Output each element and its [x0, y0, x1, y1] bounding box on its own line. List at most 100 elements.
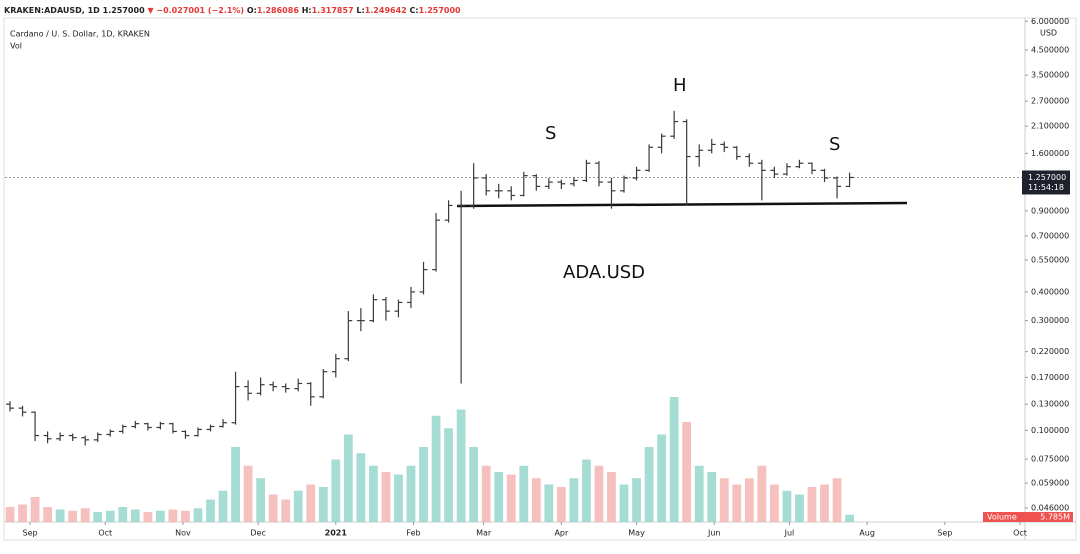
volume-bar — [68, 510, 78, 522]
x-tick-label: Feb — [406, 529, 420, 538]
volume-bar — [582, 459, 591, 522]
volume-bar — [807, 487, 817, 522]
annotation: ADA.USD — [563, 262, 645, 283]
y-tick-label: 4.500000 — [1031, 46, 1069, 55]
volume-bar — [281, 499, 291, 522]
volume-bar — [306, 484, 316, 522]
volume-bar — [381, 472, 391, 522]
x-tick-label: Apr — [554, 529, 569, 538]
x-tick-label: Jun — [707, 529, 721, 538]
y-tick-label: 0.059000 — [1031, 479, 1069, 488]
x-tick-label: Nov — [175, 529, 191, 538]
volume-bar — [506, 474, 516, 522]
x-tick-label: May — [628, 529, 645, 538]
volume-bar — [744, 478, 754, 522]
volume-name: Volume — [987, 513, 1017, 522]
x-tick-label: Oct — [98, 529, 112, 538]
open: 1.286086 — [257, 6, 299, 15]
volume-bar — [569, 478, 579, 522]
y-tick-label: 2.700000 — [1031, 97, 1069, 106]
change: ▼ −0.027001 (−2.1%) — [147, 6, 244, 15]
y-tick-label: 0.100000 — [1031, 426, 1069, 435]
volume-bar — [369, 465, 378, 522]
volume-bar — [481, 465, 491, 522]
y-tick-label: 0.220000 — [1031, 347, 1069, 356]
y-tick-label: 0.170000 — [1031, 373, 1069, 382]
x-tick-label: Mar — [476, 529, 492, 538]
volume-bar — [757, 465, 767, 522]
chart-title: Cardano / U. S. Dollar, 1D, KRAKEN — [10, 30, 150, 39]
y-tick-label: 0.075000 — [1031, 455, 1069, 464]
volume-bar — [55, 509, 65, 522]
volume-bar — [795, 494, 804, 522]
volume-bar — [782, 490, 792, 522]
subtitle: Vol — [10, 42, 22, 51]
y-tick-label: 0.550000 — [1031, 256, 1069, 265]
volume-bar — [181, 510, 190, 522]
volume-bar — [419, 447, 428, 522]
volume-box — [983, 512, 1073, 522]
price-box — [1022, 170, 1070, 195]
volume-bar — [632, 478, 641, 522]
volume-bar — [168, 509, 178, 522]
header: KRAKEN:ADAUSD, 1D 1.257000 ▼ −0.027001 (… — [4, 6, 461, 15]
price-label: 1.257000 — [1028, 173, 1066, 182]
y-tick-label: 0.400000 — [1031, 287, 1069, 296]
y-tick-label: 0.300000 — [1031, 316, 1069, 325]
volume-bar — [30, 497, 40, 522]
volume-bar — [193, 508, 203, 522]
y-tick-label: 6.000000 — [1031, 17, 1069, 26]
volume-bar — [143, 512, 153, 522]
countdown: 11:54:18 — [1028, 183, 1064, 192]
x-tick-label: 2021 — [325, 529, 348, 538]
close-label: C: — [410, 6, 419, 15]
volume-bar — [694, 465, 704, 522]
x-tick-label: Aug — [859, 529, 875, 538]
volume-bar — [456, 409, 466, 522]
y-tick-label: 0.900000 — [1031, 206, 1069, 215]
volume-bar — [707, 472, 717, 522]
x-tick-label: Jul — [784, 529, 795, 538]
volume-bar — [494, 472, 504, 522]
volume-bar — [5, 507, 15, 522]
volume-bar — [619, 484, 629, 522]
x-tick-label: Sep — [937, 529, 952, 538]
volume-bar — [544, 484, 554, 522]
volume-bar — [293, 490, 303, 522]
volume-bar — [256, 478, 266, 522]
x-tick-label: Sep — [23, 529, 38, 538]
neckline — [456, 201, 908, 208]
volume-bar — [594, 465, 604, 522]
symbol: KRAKEN:ADAUSD, 1D — [4, 6, 100, 15]
annotation: S — [545, 123, 556, 144]
volume-bar — [80, 508, 90, 522]
volume-bar — [343, 434, 353, 522]
volume-bar — [682, 422, 692, 522]
volume-bar — [206, 499, 215, 522]
open-label: O: — [247, 6, 257, 15]
volume-bar — [356, 453, 366, 522]
y-tick-label: 0.130000 — [1031, 400, 1069, 409]
volume-bar — [105, 510, 115, 522]
low-label: L: — [356, 6, 364, 15]
frame — [3, 17, 1077, 541]
volume-bar — [93, 512, 103, 522]
volume-bar — [118, 507, 128, 522]
volume-bar — [719, 478, 729, 522]
volume-value: 5.785M — [1040, 513, 1070, 522]
y-tick-label: 1.600000 — [1031, 149, 1069, 158]
volume-bar — [820, 484, 829, 522]
volume-bar — [669, 397, 679, 522]
y-tick-label: 0.700000 — [1031, 231, 1069, 240]
volume-bar — [318, 487, 328, 522]
volume-bar — [268, 494, 278, 522]
volume-bar — [444, 428, 453, 522]
volume-bar — [469, 447, 479, 522]
low: 1.249642 — [365, 6, 407, 15]
x-tick-label: Oct — [1013, 529, 1027, 538]
volume-bar — [243, 465, 253, 522]
volume-bar — [130, 509, 140, 522]
volume-bar — [43, 507, 52, 522]
